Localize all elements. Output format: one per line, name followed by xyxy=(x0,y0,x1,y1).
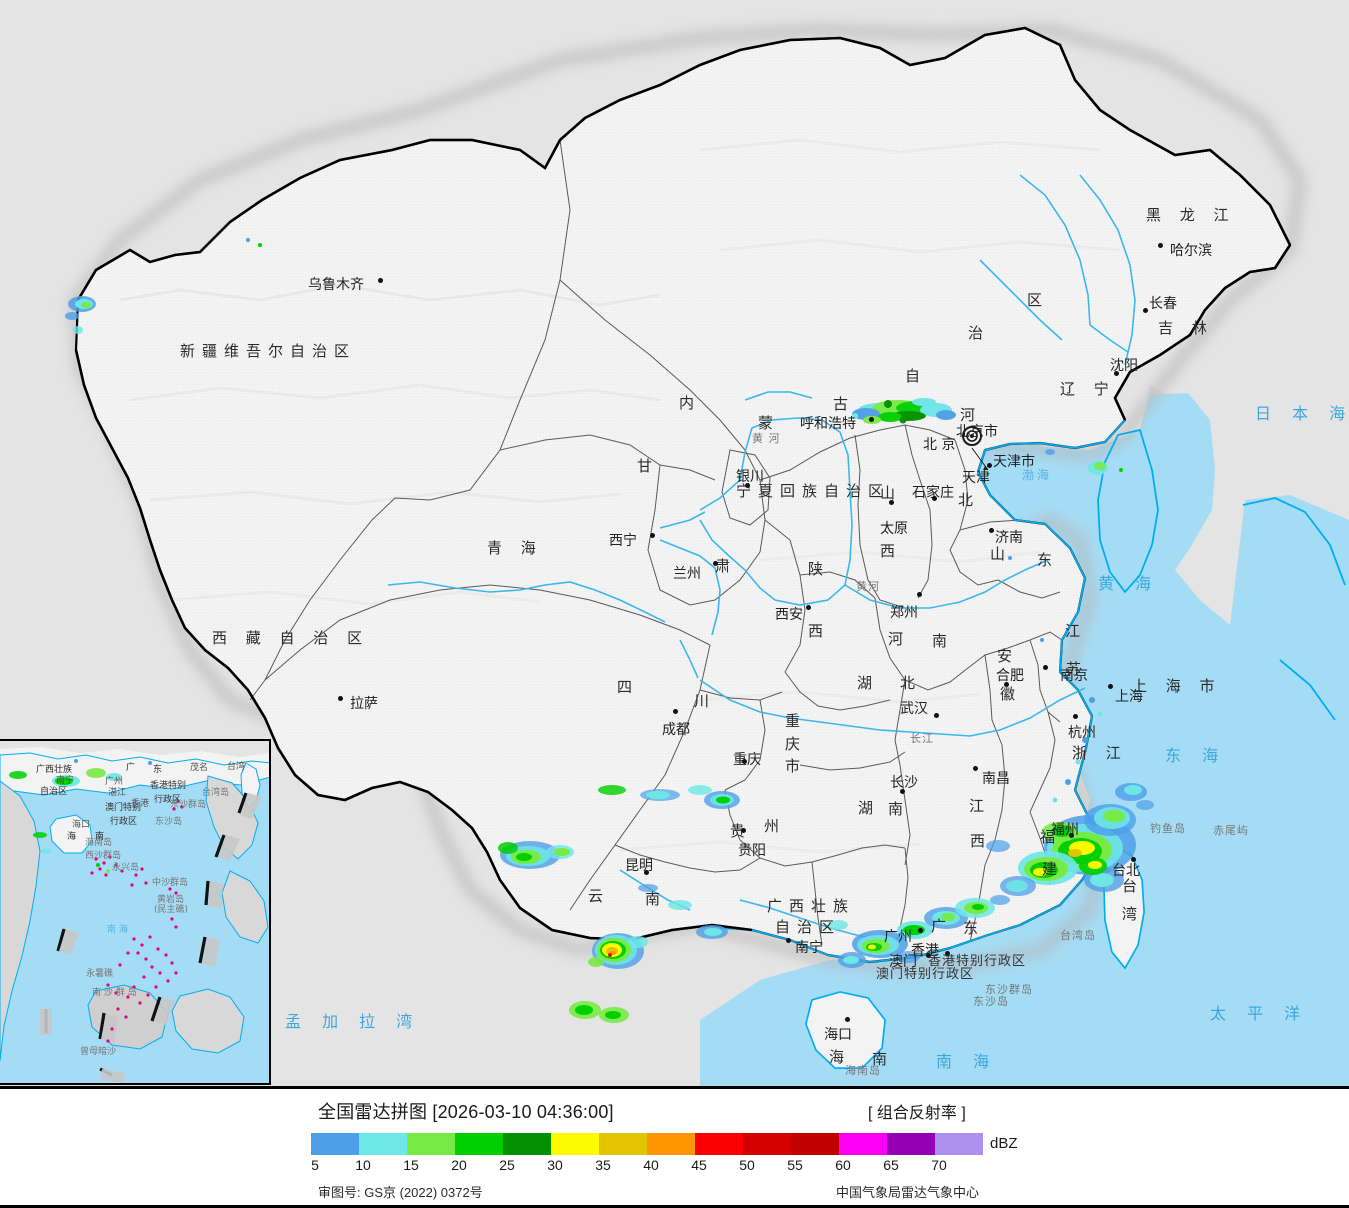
city-dot-31 xyxy=(786,938,791,943)
dbz-colorbar[interactable] xyxy=(311,1133,983,1155)
city-dot-15 xyxy=(806,605,811,610)
city-dot-10 xyxy=(745,483,750,488)
colorbar-tick-40: 40 xyxy=(643,1157,659,1173)
city-dot-4 xyxy=(869,417,874,422)
city-dot-24 xyxy=(934,713,939,718)
national-border xyxy=(74,26,1292,942)
city-dot-22 xyxy=(673,709,678,714)
rivers xyxy=(387,174,1136,941)
colorbar-swatch-65[interactable] xyxy=(887,1133,935,1155)
city-dot-1 xyxy=(1158,243,1163,248)
radar-map-canvas[interactable]: 新疆维吾尔自治区西 藏 自 治 区青 海甘肃四川内蒙古自治区黑 龙 江吉 林辽 … xyxy=(0,0,1349,1086)
radar-echo-yunnan xyxy=(498,841,728,1023)
city-dot-35 xyxy=(845,1017,850,1022)
inset-geometry xyxy=(0,741,269,1083)
city-dot-18 xyxy=(1043,665,1048,670)
radar-echo-guizhou xyxy=(598,785,740,809)
colorbar-swatch-50[interactable] xyxy=(743,1133,791,1155)
colorbar-swatch-70[interactable] xyxy=(935,1133,983,1155)
city-dot-0 xyxy=(378,278,383,283)
city-dot-12 xyxy=(713,561,718,566)
city-dot-23 xyxy=(742,759,747,764)
city-dot-28 xyxy=(1131,857,1136,862)
city-dot-21 xyxy=(338,696,343,701)
legend-product-label: [ 组合反射率 ] xyxy=(868,1105,966,1122)
south-china-sea-inset-map[interactable]: 广西壮族 自治区 南宁广东湛江 广州 茂名 台湾 台湾岛 香港特别 行政区 香港 澳门特别 行政区 东沙… xyxy=(0,739,271,1085)
city-dot-2 xyxy=(1143,308,1148,313)
issuing-agency: 中国气象局雷达气象中心 xyxy=(836,1185,980,1200)
city-dot-20 xyxy=(1073,714,1078,719)
colorbar-swatch-25[interactable] xyxy=(503,1133,551,1155)
colorbar-tick-45: 45 xyxy=(691,1157,707,1173)
dbz-unit-label: dBZ xyxy=(990,1135,1018,1152)
radar-echo-coastal-speckle xyxy=(1008,468,1123,803)
colorbar-swatch-20[interactable] xyxy=(455,1133,503,1155)
colorbar-swatch-35[interactable] xyxy=(599,1133,647,1155)
colorbar-tick-55: 55 xyxy=(787,1157,803,1173)
city-dot-33 xyxy=(945,951,950,956)
terrain-texture xyxy=(119,138,1121,854)
colorbar-swatch-15[interactable] xyxy=(407,1133,455,1155)
colorbar-tick-10: 10 xyxy=(355,1157,371,1173)
radar-echo-guangdong xyxy=(828,895,1010,968)
colorbar-tick-5: 5 xyxy=(311,1157,319,1173)
province-borders xyxy=(249,139,1063,946)
colorbar-tick-35: 35 xyxy=(595,1157,611,1173)
colorbar-swatch-40[interactable] xyxy=(647,1133,695,1155)
city-dot-11 xyxy=(650,533,655,538)
colorbar-tick-25: 25 xyxy=(499,1157,515,1173)
colorbar-swatch-5[interactable] xyxy=(311,1133,359,1155)
city-dot-7 xyxy=(987,463,992,468)
colorbar-tick-20: 20 xyxy=(451,1157,467,1173)
city-dot-29 xyxy=(644,870,649,875)
colorbar-tick-60: 60 xyxy=(835,1157,851,1173)
colorbar-swatch-55[interactable] xyxy=(791,1133,839,1155)
city-dot-9 xyxy=(932,496,937,501)
colorbar-tick-70: 70 xyxy=(931,1157,947,1173)
city-dot-19 xyxy=(1108,684,1113,689)
colorbar-tick-30: 30 xyxy=(547,1157,563,1173)
city-dot-17 xyxy=(1004,682,1009,687)
city-dot-25 xyxy=(900,789,905,794)
radar-echo-taiwan-strait xyxy=(986,783,1154,896)
city-dot-32 xyxy=(918,928,923,933)
dbz-tick-labels: 5 10 15 20 25 30 35 40 45 50 55 60 65 70 xyxy=(311,1157,991,1177)
colorbar-swatch-30[interactable] xyxy=(551,1133,599,1155)
radar-echo-xinjiang xyxy=(65,238,262,334)
colorbar-tick-15: 15 xyxy=(403,1157,419,1173)
city-dot-13 xyxy=(889,500,894,505)
colorbar-tick-50: 50 xyxy=(739,1157,755,1173)
city-dot-26 xyxy=(973,766,978,771)
colorbar-swatch-60[interactable] xyxy=(839,1133,887,1155)
city-dot-27 xyxy=(1069,833,1074,838)
city-dot-16 xyxy=(917,592,922,597)
radar-echo-north xyxy=(852,398,1108,475)
city-dot-14 xyxy=(989,528,994,533)
colorbar-swatch-45[interactable] xyxy=(695,1133,743,1155)
map-approval-number: 审图号: GS京 (2022) 0372号 xyxy=(318,1185,483,1200)
city-dot-30 xyxy=(741,828,746,833)
radar-site-marker-beijing[interactable] xyxy=(962,426,989,471)
city-dot-34 xyxy=(926,953,931,958)
colorbar-tick-65: 65 xyxy=(883,1157,899,1173)
legend-title: 全国雷达拼图 [2026-03-10 04:36:00] xyxy=(318,1102,614,1122)
city-dot-3 xyxy=(1114,371,1119,376)
hainan-island xyxy=(805,991,886,1069)
colorbar-swatch-10[interactable] xyxy=(359,1133,407,1155)
